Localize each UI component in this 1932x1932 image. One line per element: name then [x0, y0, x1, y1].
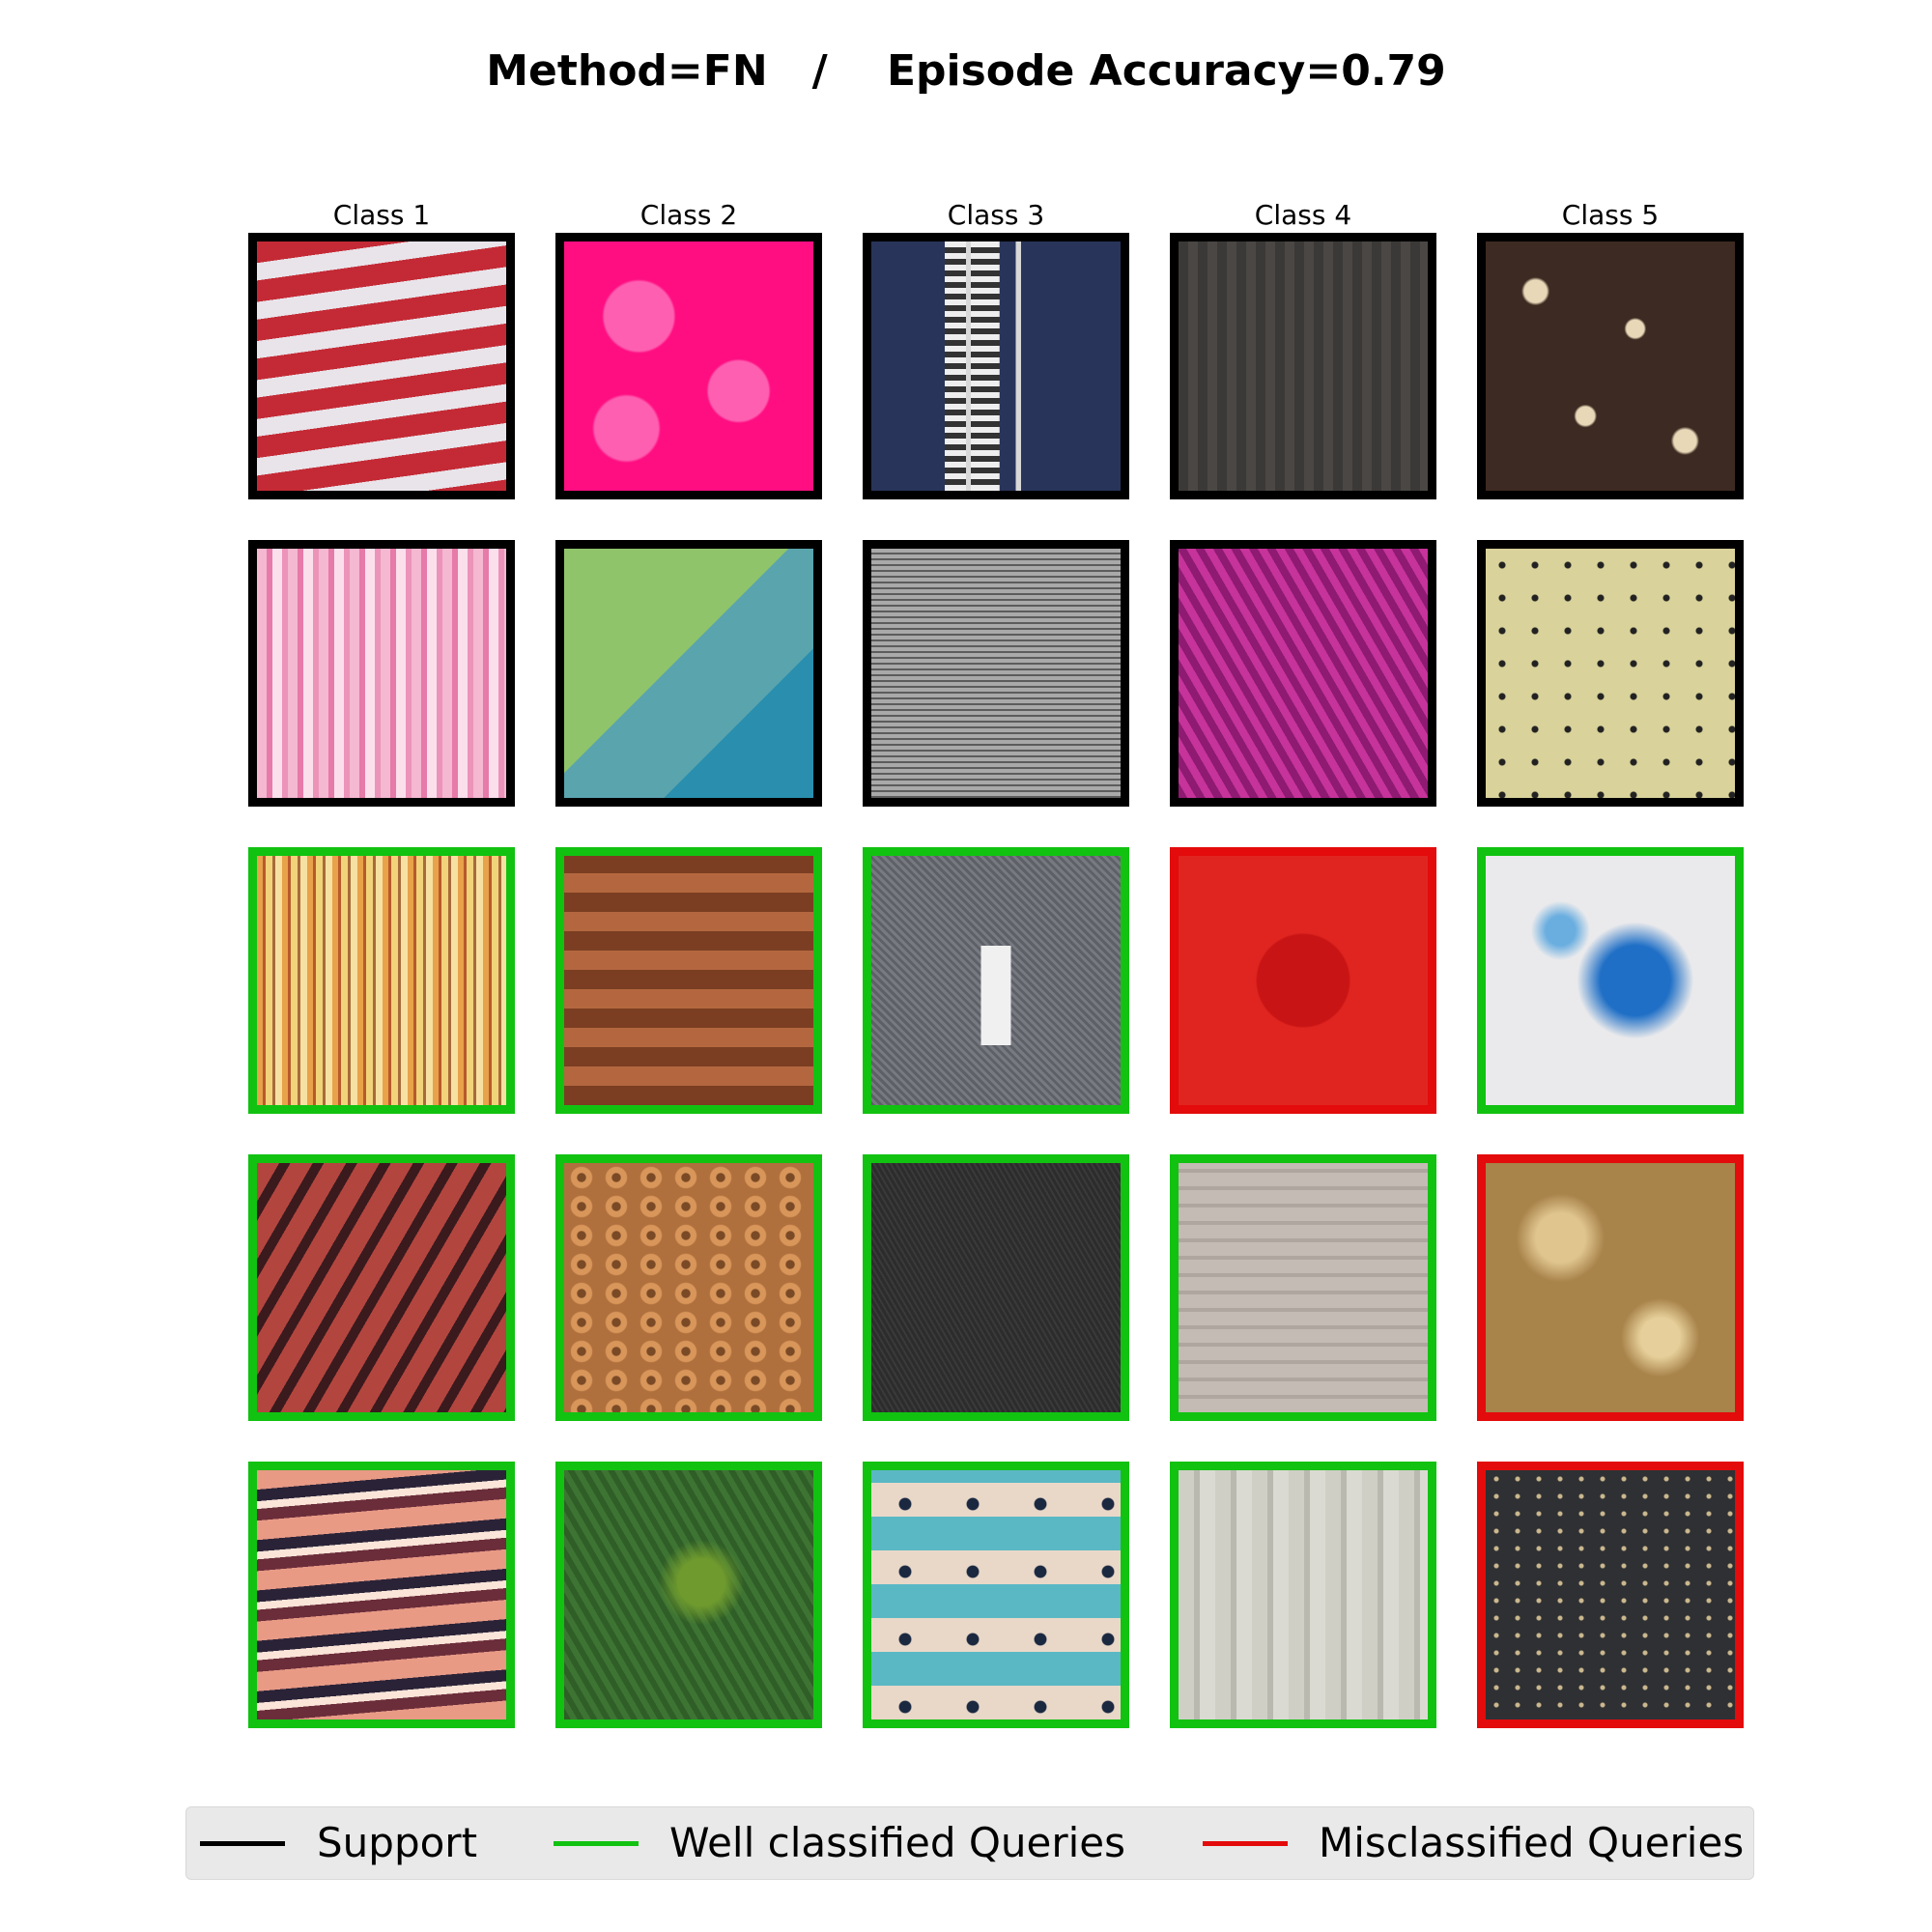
- chart-title: Method=FN / Episode Accuracy=0.79: [486, 46, 1446, 96]
- texture-yellow-speckled-cake: [1486, 549, 1735, 798]
- legend-well-swatch: [554, 1841, 639, 1846]
- support-image-r2-c3: [863, 540, 1129, 807]
- texture-brown-scales: [564, 856, 813, 1105]
- texture-teal-floral-tiles: [871, 1470, 1121, 1719]
- texture-green-spiky-plant: [564, 1470, 813, 1719]
- texture-navy-zipper: [871, 242, 1121, 491]
- texture-red-white-horizontal-stripes: [257, 242, 506, 491]
- well-classified-query-image-r4-c1: [248, 1154, 515, 1421]
- texture-dark-speckled-asphalt: [1486, 1470, 1735, 1719]
- support-image-r1-c3: [863, 233, 1129, 499]
- texture-blue-splatter: [1486, 856, 1735, 1105]
- texture-pink-vertical-stripes: [257, 549, 506, 798]
- misclassified-query-image-r3-c4: [1170, 847, 1436, 1114]
- support-image-r1-c4: [1170, 233, 1436, 499]
- texture-purple-knit: [1179, 549, 1428, 798]
- texture-red-knit-apple: [1179, 856, 1428, 1105]
- well-classified-query-image-r3-c1: [248, 847, 515, 1114]
- texture-cream-cable-knit: [1179, 1470, 1428, 1719]
- well-classified-query-image-r5-c3: [863, 1462, 1129, 1728]
- texture-orange-multi-stripes: [257, 856, 506, 1105]
- texture-chocolate-nut-brownie: [1486, 242, 1735, 491]
- column-label-5: Class 5: [1561, 199, 1660, 231]
- texture-tan-crumbly-surface: [1486, 1163, 1735, 1412]
- column-label-4: Class 4: [1254, 199, 1352, 231]
- support-image-r1-c1: [248, 233, 515, 499]
- legend-well-label: Well classified Queries: [669, 1819, 1126, 1866]
- well-classified-query-image-r5-c1: [248, 1462, 515, 1728]
- legend-mis-label: Misclassified Queries: [1319, 1819, 1745, 1866]
- texture-beige-knit: [1179, 1163, 1428, 1412]
- column-label-1: Class 1: [332, 199, 431, 231]
- well-classified-query-image-r4-c2: [555, 1154, 822, 1421]
- column-label-2: Class 2: [639, 199, 738, 231]
- well-classified-query-image-r3-c2: [555, 847, 822, 1114]
- legend-mis-swatch: [1203, 1841, 1288, 1846]
- support-image-r1-c5: [1477, 233, 1744, 499]
- texture-salmon-navy-stripes: [257, 1470, 506, 1719]
- well-classified-query-image-r4-c3: [863, 1154, 1129, 1421]
- texture-grey-trousers: [871, 856, 1121, 1105]
- texture-grey-mesh: [871, 549, 1121, 798]
- support-image-r1-c2: [555, 233, 822, 499]
- legend: Support Well classified Queries Misclass…: [185, 1806, 1754, 1880]
- well-classified-query-image-r3-c3: [863, 847, 1129, 1114]
- support-image-r2-c4: [1170, 540, 1436, 807]
- well-classified-query-image-r4-c4: [1170, 1154, 1436, 1421]
- texture-maroon-diagonal-stripes: [257, 1163, 506, 1412]
- misclassified-query-image-r5-c5: [1477, 1462, 1744, 1728]
- misclassified-query-image-r4-c5: [1477, 1154, 1744, 1421]
- support-image-r2-c2: [555, 540, 822, 807]
- texture-dark-brushed-surface: [871, 1163, 1121, 1412]
- well-classified-query-image-r5-c4: [1170, 1462, 1436, 1728]
- legend-support-label: Support: [317, 1819, 478, 1866]
- support-image-r2-c5: [1477, 540, 1744, 807]
- texture-green-teal-yarn: [564, 549, 813, 798]
- well-classified-query-image-r5-c2: [555, 1462, 822, 1728]
- support-image-r2-c1: [248, 540, 515, 807]
- legend-support-swatch: [200, 1841, 285, 1846]
- well-classified-query-image-r3-c5: [1477, 847, 1744, 1114]
- texture-dark-grey-knit: [1179, 242, 1428, 491]
- texture-orange-honeycomb: [564, 1163, 813, 1412]
- column-label-3: Class 3: [947, 199, 1045, 231]
- texture-magenta-embossed: [564, 242, 813, 491]
